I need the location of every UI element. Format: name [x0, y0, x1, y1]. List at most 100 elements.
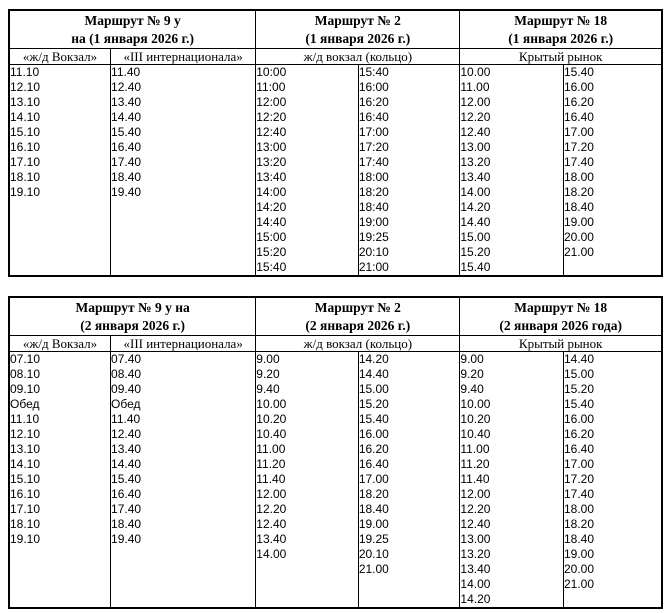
time-entry: 10.20: [256, 412, 287, 426]
time-entry: 16:20: [358, 95, 389, 109]
time-entry: 14:20: [256, 200, 287, 214]
stop-name-header: «III интернационала»: [110, 335, 257, 352]
time-entry: 10.20: [460, 412, 491, 426]
time-entry: 15.40: [563, 397, 594, 411]
time-entry: 18.20: [358, 487, 389, 501]
time-entry: 11.10: [10, 412, 40, 426]
time-entry: 17.00: [358, 472, 389, 486]
time-entry: 13.40: [460, 562, 491, 576]
time-entry: 12.00: [460, 95, 491, 109]
time-entry: 15.40: [358, 412, 389, 426]
time-entry: 17.40: [111, 155, 142, 169]
times-column: 15.40 16.00 16.20 16.40 17.00 17.20 17.40 18.00…: [562, 64, 663, 277]
time-entry: 12.20: [460, 502, 491, 516]
time-entry: 9.00: [460, 352, 484, 366]
time-entry: 19.40: [111, 185, 142, 199]
time-entry: 15:20: [256, 245, 287, 259]
time-entry: 12:20: [256, 110, 287, 124]
time-entry: 19.00: [563, 547, 594, 561]
time-entry: 19.00: [563, 215, 594, 229]
stop-name-header: «ж/д Вокзал»: [8, 48, 112, 65]
time-entry: 13.40: [460, 170, 491, 184]
time-entry: 15:00: [256, 230, 287, 244]
time-entry: 17.10: [10, 502, 41, 516]
route-title-line: Маршрут № 18: [514, 12, 608, 28]
time-entry: 19.00: [358, 517, 389, 531]
time-entry: 16:00: [358, 80, 389, 94]
time-entry: 15.40: [111, 125, 142, 139]
time-entry: 16.40: [111, 487, 142, 501]
route-title-line: Маршрут № 9 у: [84, 12, 181, 28]
time-entry: 18:20: [358, 185, 389, 199]
time-entry: 12.20: [256, 502, 287, 516]
time-entry: 15.20: [358, 397, 389, 411]
time-entry: 15:40: [256, 260, 287, 274]
time-entry: 19.40: [111, 532, 142, 546]
times-column: 07.10 08.10 09.10 Обед 11.10 12.10 13.10 14.10 1…: [8, 351, 112, 609]
time-entry: 15.00: [460, 230, 491, 244]
time-entry: 15.40: [460, 260, 491, 274]
time-entry: 17.00: [563, 457, 594, 471]
time-entry: 11.40: [111, 412, 141, 426]
time-entry: 12.10: [10, 80, 41, 94]
time-entry: 10.40: [256, 427, 287, 441]
time-entry: 15:40: [358, 65, 389, 79]
time-entry: 13.40: [111, 95, 142, 109]
time-entry: 17:20: [358, 140, 389, 154]
stop-name-header: ж/д вокзал (кольцо): [255, 48, 461, 65]
times-column: 10:00 11:00 12:00 12:20 12:40 13:00 13:20 13:40…: [255, 64, 359, 277]
time-entry: 18.00: [563, 502, 594, 516]
stop-name-header: Крытый рынок: [459, 48, 663, 65]
time-entry: 12.00: [256, 487, 287, 501]
time-entry: 14.40: [563, 352, 594, 366]
time-entry: 16:40: [358, 110, 389, 124]
time-entry: 13.10: [10, 95, 41, 109]
time-entry: 18.20: [563, 517, 594, 531]
time-entry: 9.20: [460, 367, 484, 381]
time-entry: 11.20: [460, 457, 490, 471]
route-title: Маршрут № 2 (1 января 2026 г.): [255, 9, 461, 49]
time-entry: 19.10: [10, 532, 41, 546]
time-entry: 20.00: [563, 562, 594, 576]
time-entry: 14.40: [460, 215, 491, 229]
time-entry: 16.20: [358, 442, 389, 456]
time-entry: 17.20: [563, 140, 594, 154]
time-entry: 18.40: [358, 502, 389, 516]
time-entry: 9.20: [256, 367, 280, 381]
schedule-table-day2: Маршрут № 9 у на (2 января 2026 г.) Маршру…: [8, 296, 663, 609]
time-entry: 14.20: [358, 352, 389, 366]
route-title-line: (2 января 2026 г.): [305, 317, 411, 333]
route-title-line: Маршрут № 2: [314, 299, 401, 315]
time-entry: 15.00: [358, 382, 389, 396]
time-entry: 18.40: [111, 170, 142, 184]
time-entry: 15.10: [10, 472, 41, 486]
time-entry: 09.40: [111, 382, 142, 396]
time-entry: 15.10: [10, 125, 41, 139]
time-entry: 11.40: [256, 472, 286, 486]
time-entry: Обед: [111, 397, 141, 411]
time-entry: 16.20: [563, 95, 594, 109]
time-entry: 17.00: [563, 125, 594, 139]
time-entry: 9.00: [256, 352, 280, 366]
time-entry: 12.10: [10, 427, 41, 441]
time-entry: 19:25: [358, 230, 389, 244]
route-title: Маршрут № 9 у на (1 января 2026 г.): [8, 9, 257, 49]
time-entry: 16.00: [563, 80, 594, 94]
route-title-line: Маршрут № 18: [514, 299, 608, 315]
time-entry: 16.40: [563, 110, 594, 124]
time-entry: 19.10: [10, 185, 41, 199]
time-entry: 19.25: [358, 532, 389, 546]
time-entry: 12:00: [256, 95, 287, 109]
time-entry: 13.20: [460, 547, 491, 561]
time-entry: 18.40: [563, 200, 594, 214]
time-entry: 12.40: [256, 517, 287, 531]
time-entry: 16.40: [358, 457, 389, 471]
time-entry: 14.10: [10, 457, 41, 471]
time-entry: 18.10: [10, 517, 41, 531]
time-entry: 15.40: [563, 65, 594, 79]
time-entry: 11.40: [111, 65, 141, 79]
time-entry: 14:00: [256, 185, 287, 199]
time-entry: 13.00: [460, 140, 491, 154]
time-entry: 13.40: [111, 442, 142, 456]
